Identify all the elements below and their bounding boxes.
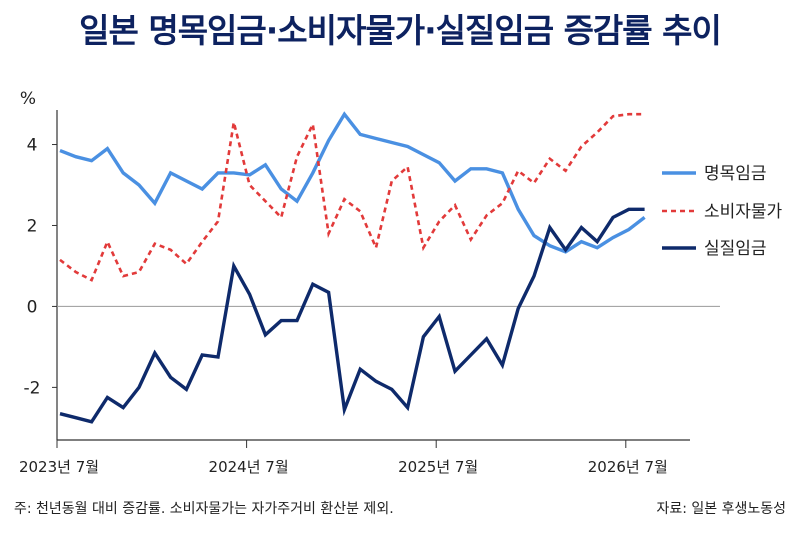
legend-label-3: 실질임금 xyxy=(704,239,767,259)
source-note: 자료: 일본 후생노동성 xyxy=(656,501,786,517)
footnote: 주: 천년동월 대비 증감률. 소비자물가는 자가주거비 환산분 제외. xyxy=(14,501,394,517)
y-tick-label: 2 xyxy=(27,216,38,236)
chart-title: 일본 명목임금·소비자물가·실질임금 증감률 추이 xyxy=(79,11,722,50)
y-tick-label: 0 xyxy=(27,297,38,317)
x-tick-label: 2025년 7월 xyxy=(398,458,478,476)
axes: % -2 0 2 4 2023년 7월 2024년 7월 2025년 7월 2026년 7월 xyxy=(19,89,720,476)
y-axis-unit: % xyxy=(20,89,36,109)
series-lines xyxy=(59,111,646,424)
series-line-2 xyxy=(59,112,645,282)
x-tick-label: 2024년 7월 xyxy=(209,458,289,476)
y-tick-label: -2 xyxy=(24,378,41,398)
x-tick-label: 2023년 7월 xyxy=(19,458,99,476)
x-tick-label: 2026년 7월 xyxy=(588,458,668,476)
series-line-3 xyxy=(59,207,645,424)
legend-label-2: 소비자물가 xyxy=(704,202,783,222)
series-line-1 xyxy=(59,111,646,254)
y-tick-label: 4 xyxy=(27,136,38,156)
legend-label-1: 명목임금 xyxy=(704,164,767,184)
